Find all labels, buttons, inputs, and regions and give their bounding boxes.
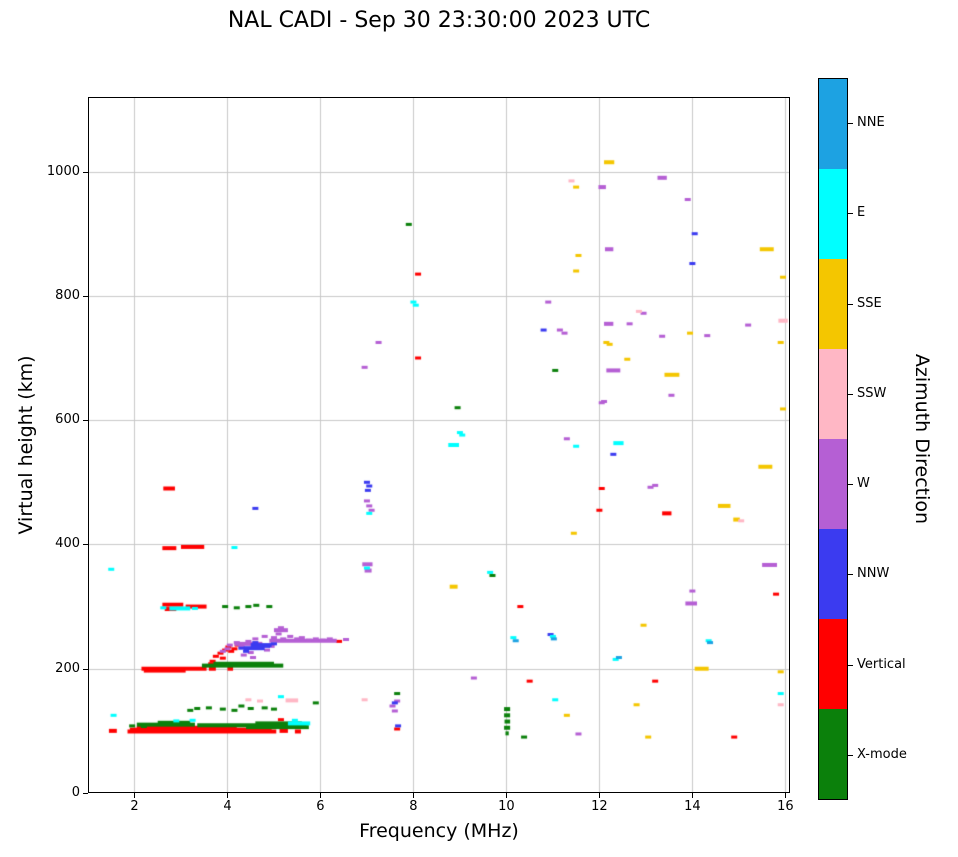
colorbar-segment-ssw: [819, 349, 847, 439]
colorbar-label: NNW: [857, 566, 890, 582]
x-tick-mark: [227, 793, 228, 798]
y-tick-label: 200: [55, 660, 80, 676]
x-tick-label: 4: [223, 799, 232, 814]
colorbar-segment-sse: [819, 259, 847, 349]
y-tick-label: 400: [55, 536, 80, 552]
colorbar-label: Vertical: [857, 656, 906, 672]
chart-title: NAL CADI - Sep 30 23:30:00 2023 UTC: [227, 8, 651, 33]
x-tick-mark: [692, 793, 693, 798]
x-tick-label: 10: [498, 799, 515, 814]
x-tick-mark: [320, 793, 321, 798]
x-tick-mark: [506, 793, 507, 798]
colorbar-tick: [848, 213, 853, 214]
plot-canvas: [88, 97, 790, 793]
y-tick-mark: [83, 793, 88, 794]
x-axis-label: Frequency (MHz): [359, 820, 519, 842]
colorbar-title: Azimuth Direction: [911, 353, 933, 525]
colorbar-label: E: [857, 205, 866, 221]
colorbar-segment-nne: [819, 79, 847, 169]
colorbar-tick: [848, 304, 853, 305]
y-tick-label: 800: [55, 287, 80, 303]
x-tick-label: 16: [777, 799, 794, 814]
y-tick-mark: [83, 296, 88, 297]
colorbar-label: X-mode: [857, 746, 907, 762]
colorbar-segment-x-mode: [819, 709, 847, 799]
colorbar-tick: [848, 123, 853, 124]
colorbar-tick: [848, 574, 853, 575]
y-tick-mark: [83, 420, 88, 421]
x-tick-label: 8: [409, 799, 418, 814]
colorbar-label: SSW: [857, 385, 887, 401]
y-tick-mark: [83, 544, 88, 545]
colorbar-label: W: [857, 476, 870, 492]
y-tick-mark: [83, 669, 88, 670]
colorbar: [818, 78, 848, 800]
colorbar-tick: [848, 665, 853, 666]
colorbar-tick: [848, 755, 853, 756]
colorbar-label: NNE: [857, 115, 885, 131]
colorbar-segment-w: [819, 439, 847, 529]
colorbar-label: SSE: [857, 295, 882, 311]
colorbar-tick: [848, 394, 853, 395]
x-tick-label: 6: [316, 799, 325, 814]
colorbar-tick: [848, 484, 853, 485]
x-tick-mark: [599, 793, 600, 798]
y-axis-label: Virtual height (km): [15, 355, 37, 535]
y-tick-label: 1000: [46, 163, 80, 179]
colorbar-segment-vertical: [819, 619, 847, 709]
x-tick-mark: [134, 793, 135, 798]
x-tick-label: 14: [684, 799, 701, 814]
x-tick-mark: [413, 793, 414, 798]
y-tick-label: 600: [55, 412, 80, 428]
colorbar-segment-e: [819, 169, 847, 259]
x-tick-label: 12: [591, 799, 608, 814]
y-tick-mark: [83, 172, 88, 173]
x-tick-mark: [785, 793, 786, 798]
y-tick-label: 0: [71, 785, 80, 800]
colorbar-segment-nnw: [819, 529, 847, 619]
x-tick-label: 2: [130, 799, 139, 814]
